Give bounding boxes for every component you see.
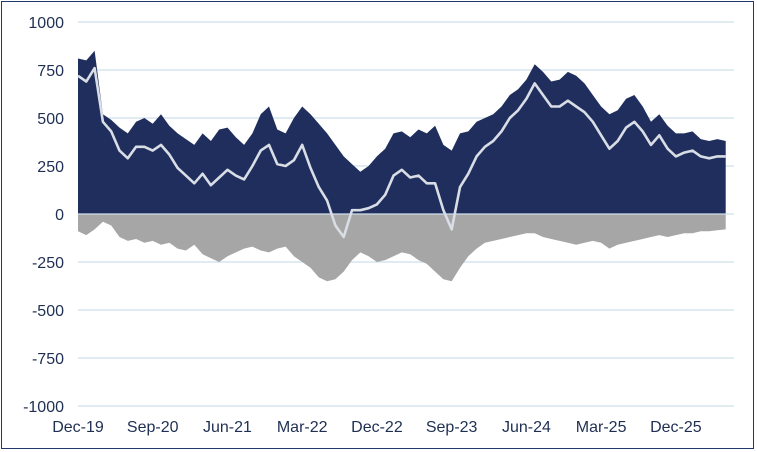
x-tick-label: Mar-22 <box>277 419 328 436</box>
y-tick-label: 1000 <box>28 15 64 32</box>
x-tick-label: Jun-21 <box>203 419 252 436</box>
y-tick-label: -750 <box>32 351 64 368</box>
x-tick-label: Dec-19 <box>52 419 104 436</box>
y-tick-label: -250 <box>32 255 64 272</box>
series-area-negative <box>78 214 726 282</box>
x-tick-label: Dec-25 <box>650 419 702 436</box>
series-line-net <box>77 66 726 239</box>
x-tick-label: Sep-23 <box>426 419 478 436</box>
x-tick-label: Mar-25 <box>576 419 627 436</box>
y-tick-label: 0 <box>55 207 64 224</box>
y-tick-label: 500 <box>37 111 64 128</box>
x-tick-label: Jun-24 <box>502 419 551 436</box>
y-tick-label: 750 <box>37 63 64 80</box>
x-tick-label: Dec-22 <box>351 419 403 436</box>
y-tick-label: -500 <box>32 303 64 320</box>
x-tick-label: Sep-20 <box>127 419 179 436</box>
y-tick-label: 250 <box>37 159 64 176</box>
series-area-positive <box>78 50 726 214</box>
y-tick-label: -1000 <box>23 399 64 416</box>
